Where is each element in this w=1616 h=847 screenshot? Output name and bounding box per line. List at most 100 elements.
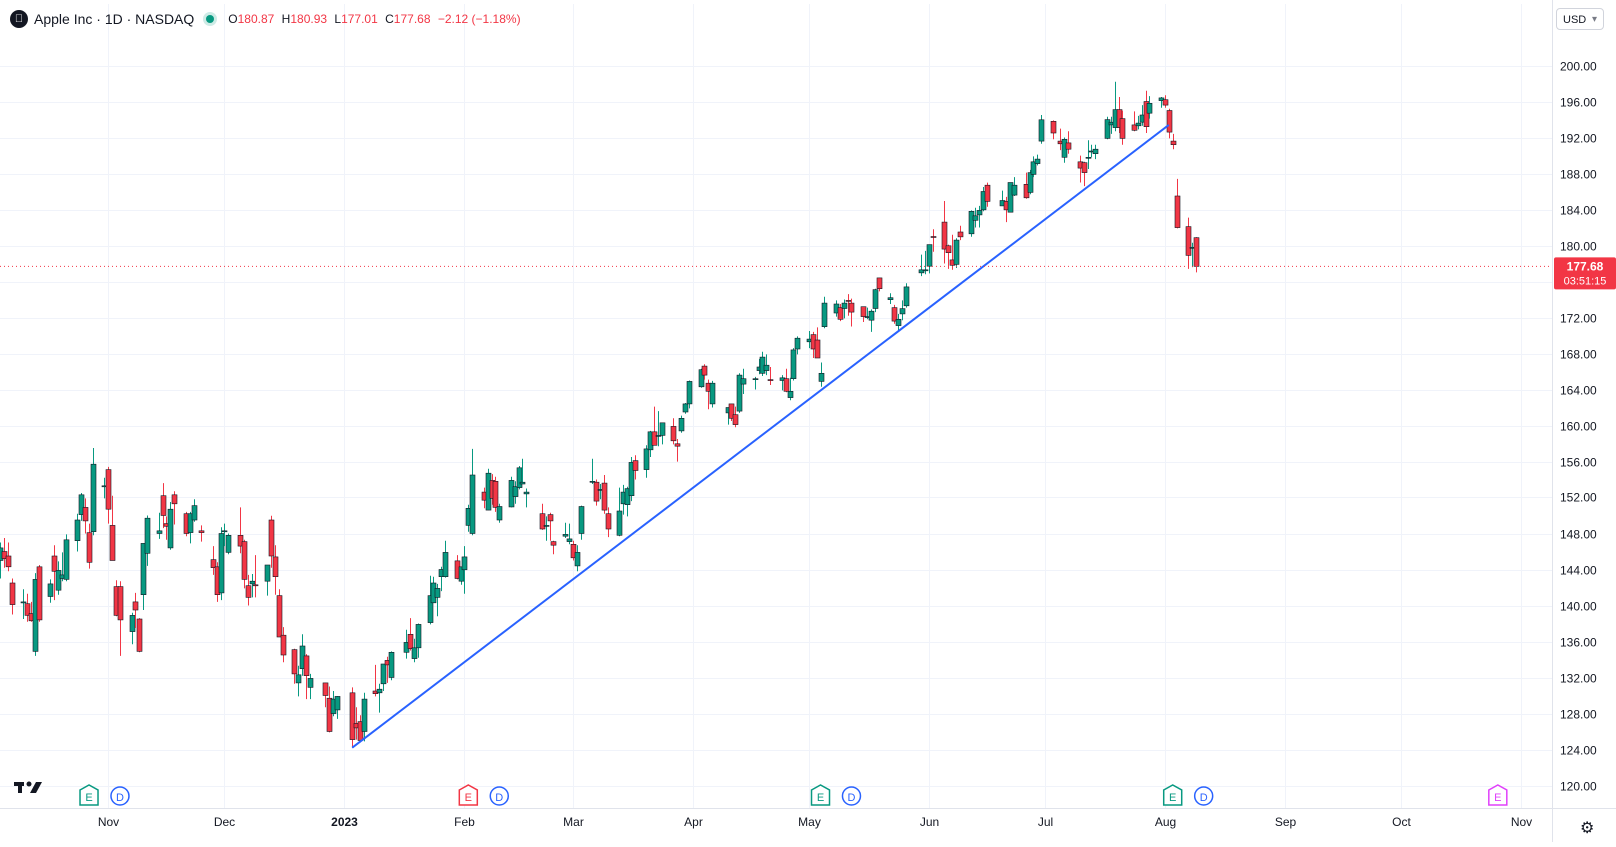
candle-body [415, 624, 422, 649]
candle-body [132, 601, 139, 611]
y-tick-label: 120.00 [1560, 780, 1597, 794]
candle-body [105, 469, 112, 510]
x-tick-label: May [798, 815, 821, 829]
candle-body [570, 543, 577, 559]
candle-body [1174, 195, 1181, 228]
close-label: C [385, 12, 394, 26]
candle-body [469, 474, 476, 534]
low-value: 177.01 [341, 12, 378, 26]
candle-body [655, 435, 662, 437]
candle-body [1030, 161, 1037, 175]
candle-body [492, 480, 499, 508]
candle-body [9, 582, 16, 605]
candle-body [589, 480, 596, 483]
currency-selector[interactable]: USD ▾ [1556, 8, 1604, 30]
candle-body [245, 585, 252, 598]
candle-body [616, 510, 623, 536]
candle-body [20, 601, 27, 604]
candle-body [307, 678, 314, 688]
gear-icon[interactable]: ⚙ [1580, 820, 1595, 837]
candle-body [845, 300, 852, 302]
market-status-icon[interactable] [206, 15, 215, 23]
candle-body [972, 215, 979, 221]
candle-body [674, 443, 681, 447]
candle-body [136, 618, 143, 652]
dividend-marker [489, 786, 510, 806]
candle-body [82, 507, 89, 522]
candle-body [1162, 99, 1169, 106]
candle-body [380, 663, 387, 685]
last-price-label: 177.68 [1567, 259, 1604, 273]
candle-body [643, 448, 650, 470]
candle-body [280, 634, 287, 656]
candle-body [129, 615, 136, 632]
candle-body [86, 532, 93, 563]
dividend-marker [1193, 786, 1214, 806]
candle-body [578, 506, 585, 534]
candle-body [1193, 237, 1200, 267]
candle-body [624, 488, 631, 505]
candle-body [295, 674, 302, 684]
earnings-marker [1162, 784, 1183, 806]
symbol-title[interactable]: Apple Inc · 1D · NASDAQ [34, 11, 195, 27]
candle-body [109, 525, 116, 561]
candle-body [334, 696, 341, 711]
candle-body [376, 688, 383, 694]
high-label: H [281, 12, 291, 26]
candle-body [891, 307, 898, 322]
candle-body [1170, 140, 1177, 146]
candle-body [24, 603, 31, 616]
candle-body [732, 414, 739, 425]
candle-body [191, 505, 198, 521]
tradingview-logo-icon [14, 781, 42, 793]
candle-body [1166, 110, 1173, 133]
candle-body [1065, 142, 1072, 150]
candle-body [1081, 162, 1088, 173]
candle-body [941, 221, 948, 250]
candle-body [218, 533, 225, 594]
candle-body [922, 269, 929, 272]
low-label: L [334, 12, 342, 26]
candle-body [1135, 122, 1142, 127]
high-value: 180.93 [290, 12, 328, 26]
candle-body [516, 467, 523, 488]
candle-body [5, 555, 12, 568]
candle-body [1034, 158, 1041, 164]
candle-body [434, 588, 441, 598]
earnings-label: E [1494, 792, 1501, 804]
candle-body [411, 647, 418, 659]
candle-body [156, 530, 163, 534]
y-tick-label: 164.00 [1560, 384, 1597, 398]
candle-body [1104, 119, 1111, 139]
candle-body [709, 382, 716, 405]
candle-body [361, 698, 368, 732]
dividend-marker [841, 786, 862, 806]
candle-body [1038, 119, 1045, 142]
candle-body [1119, 118, 1126, 139]
candle-body [872, 289, 879, 309]
x-tick-label: Nov [1511, 815, 1532, 829]
candle-body [74, 519, 81, 542]
candle-body [1011, 184, 1018, 196]
candle-body [930, 236, 937, 238]
candle-body [144, 517, 151, 554]
candle-body [171, 494, 178, 505]
candle-body [821, 302, 828, 327]
candle-body [601, 482, 608, 511]
candle-body [272, 556, 279, 578]
candle-body [593, 481, 600, 502]
ohlc-values: O180.87 H180.93 L177.01 C177.68 −2.12 (−… [228, 12, 520, 26]
candle-body [1007, 182, 1014, 213]
candle-body [55, 570, 62, 591]
candle-body [187, 513, 194, 533]
candle-body [461, 556, 468, 571]
candle-body [167, 508, 174, 549]
earnings-label: E [85, 792, 92, 804]
candle-body [899, 308, 906, 315]
candle-body [670, 426, 677, 442]
candle-body [322, 682, 329, 696]
symbol-legend:  Apple Inc · 1D · NASDAQ O180.87 H180.9… [10, 8, 521, 30]
candle-body [686, 381, 693, 405]
